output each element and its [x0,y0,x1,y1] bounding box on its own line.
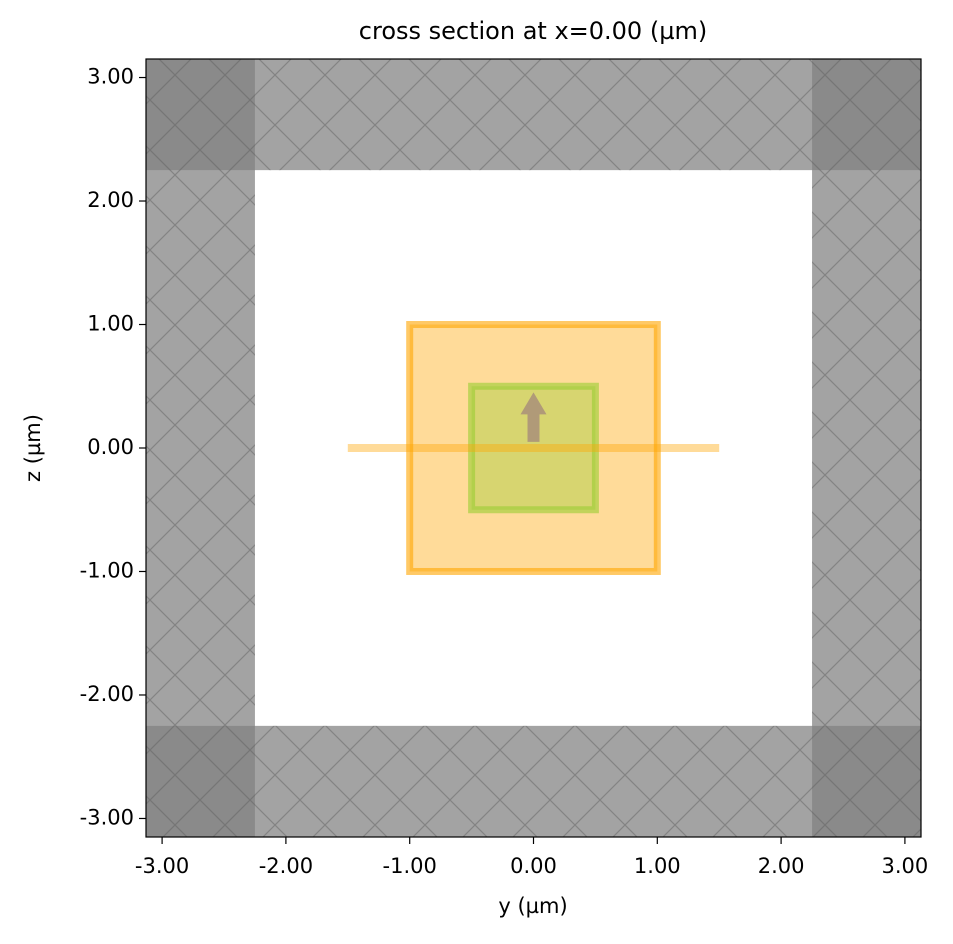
y-tick-label: 1.00 [87,312,134,336]
x-tick-label: -1.00 [383,854,437,878]
y-tick-label: -2.00 [80,682,134,706]
x-axis-label: y (µm) [498,894,567,918]
x-tick-label: 3.00 [882,854,929,878]
pml-hatch [146,725,921,837]
x-tick-label: 0.00 [510,854,557,878]
x-tick-label: -3.00 [135,854,189,878]
y-tick-label: -1.00 [80,558,134,582]
x-tick-label: -2.00 [259,854,313,878]
region-box [406,321,661,575]
y-axis-label: z (µm) [21,414,45,482]
y-tick-label: 3.00 [87,65,134,89]
pml-hatch [146,59,255,837]
polarization-arrow [520,392,547,442]
pml-hatch [146,59,921,171]
y-tick-label: 0.00 [87,435,134,459]
y-tick-label: 2.00 [87,188,134,212]
x-tick-label: 1.00 [634,854,681,878]
chart-title: cross section at x=0.00 (µm) [359,17,707,45]
x-tick-label: 2.00 [758,854,805,878]
monitor-plane [347,444,720,452]
pml-hatch [812,59,921,837]
y-tick-label: -3.00 [80,805,134,829]
